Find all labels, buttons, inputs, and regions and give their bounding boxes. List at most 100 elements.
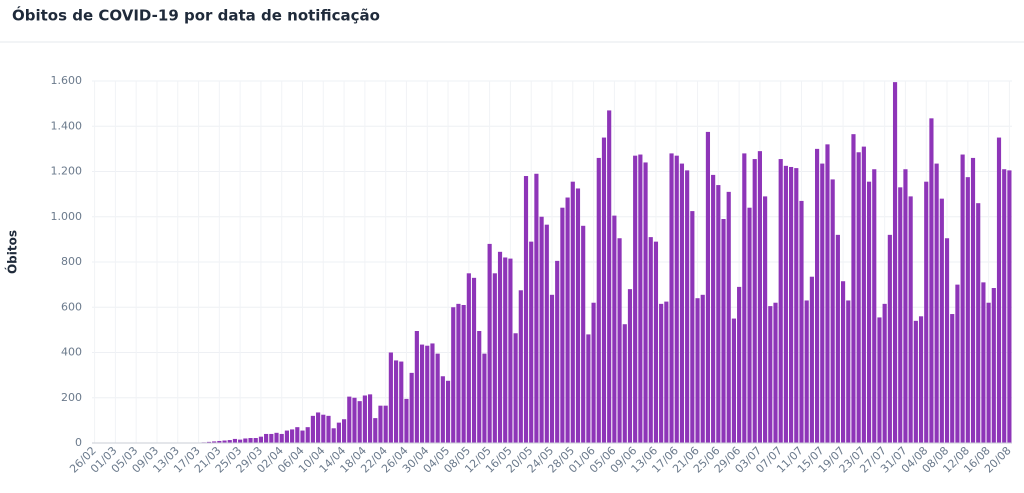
bar: [321, 414, 326, 443]
bar: [976, 203, 981, 443]
bar: [425, 345, 430, 443]
bar: [861, 146, 866, 444]
bar: [300, 430, 305, 443]
bar: [633, 155, 638, 443]
bar: [378, 405, 383, 443]
bar: [716, 185, 721, 443]
bar: [653, 241, 659, 443]
bar: [981, 282, 986, 443]
bar: [430, 343, 435, 443]
bar: [820, 163, 825, 444]
bar: [591, 302, 596, 443]
bar: [804, 300, 809, 443]
y-axis-label: Óbitos: [5, 230, 20, 274]
bar: [763, 196, 768, 443]
bar: [383, 405, 388, 443]
bar: [773, 302, 778, 443]
bar: [643, 162, 648, 443]
bar: [731, 318, 736, 443]
bar: [497, 251, 503, 443]
y-tick-label: 400: [61, 346, 82, 359]
bar: [331, 428, 336, 443]
bar: [887, 234, 892, 443]
bar: [310, 415, 315, 443]
bar: [269, 433, 274, 443]
bar: [471, 277, 477, 443]
y-tick-label: 1.400: [51, 119, 83, 132]
bar: [264, 433, 269, 443]
bar: [227, 440, 232, 443]
bar: [809, 276, 814, 443]
y-tick-label: 0: [75, 436, 82, 449]
bar: [409, 372, 414, 443]
bar: [944, 238, 950, 443]
bar: [960, 154, 965, 443]
bar: [258, 436, 264, 443]
bar: [456, 303, 461, 443]
bar: [903, 169, 908, 444]
bar: [929, 118, 934, 444]
bar: [539, 216, 544, 443]
bar: [757, 151, 762, 443]
bar: [648, 237, 653, 443]
bar: [477, 331, 482, 443]
bar: [856, 152, 861, 444]
bar: [342, 419, 347, 443]
bar: [913, 320, 918, 443]
bar: [1007, 170, 1012, 443]
bar: [284, 430, 289, 443]
y-tick-label: 1.600: [51, 74, 83, 87]
bar: [674, 155, 679, 443]
bar: [617, 238, 622, 443]
bar: [503, 257, 508, 443]
bar: [965, 177, 970, 443]
bar: [607, 110, 612, 443]
bar: [466, 273, 471, 443]
bar: [601, 137, 607, 443]
bar: [534, 173, 539, 443]
bar: [586, 334, 591, 443]
bar: [726, 191, 731, 443]
bar: [924, 181, 929, 443]
y-tick-label: 200: [61, 391, 82, 404]
bar: [991, 288, 996, 443]
bar: [685, 170, 690, 443]
bar: [908, 196, 913, 443]
bar: [970, 157, 976, 444]
bar: [352, 397, 357, 443]
bar: [487, 243, 492, 443]
y-tick-label: 1.000: [51, 210, 83, 223]
bar: [399, 361, 404, 443]
bar: [950, 314, 955, 443]
bar: [544, 224, 549, 443]
bar: [217, 440, 222, 443]
bar: [747, 207, 752, 443]
bar: [815, 148, 820, 443]
bar: [404, 398, 409, 443]
bar: [851, 134, 856, 443]
bar: [789, 166, 794, 443]
bar: [388, 352, 393, 443]
bar: [700, 294, 705, 443]
bar: [461, 304, 466, 443]
bar: [830, 179, 835, 443]
bar: [305, 427, 310, 443]
bar: [212, 441, 217, 443]
bar: [555, 260, 560, 443]
bar: [877, 317, 882, 443]
bar: [368, 394, 373, 443]
bar: [679, 163, 685, 444]
bar: [705, 131, 711, 443]
bar: [290, 429, 295, 443]
bar: [414, 331, 419, 443]
chart-title: Óbitos de COVID-19 por data de notificaç…: [12, 6, 380, 25]
bar: [238, 439, 243, 443]
bar: [768, 306, 773, 443]
bar: [435, 353, 440, 443]
bar: [581, 225, 586, 443]
bar: [986, 302, 991, 443]
bar: [529, 241, 534, 443]
bar: [492, 273, 497, 443]
y-tick-label: 600: [61, 300, 82, 313]
